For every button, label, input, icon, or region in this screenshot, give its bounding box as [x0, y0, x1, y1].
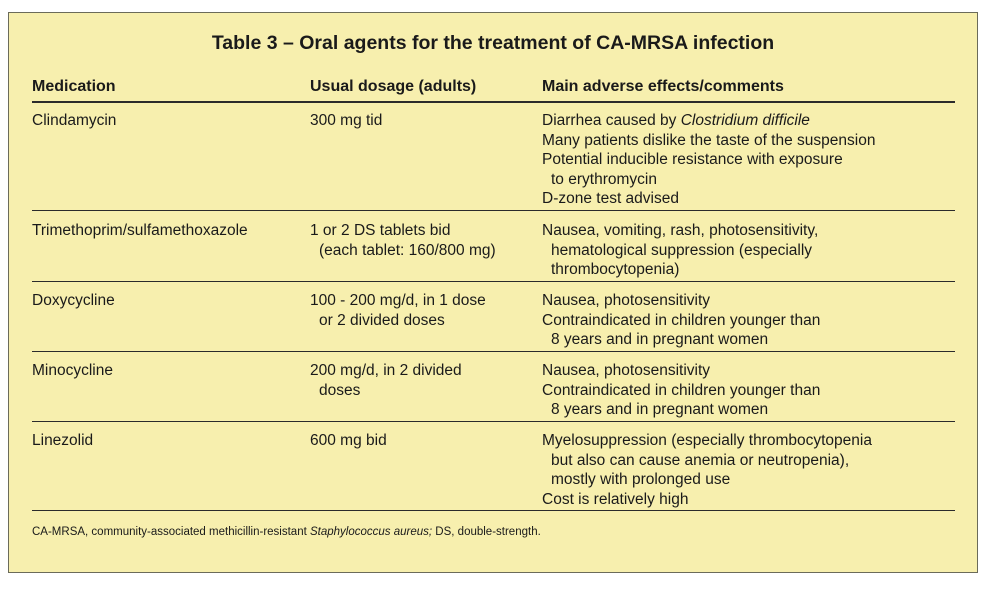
dosage-line: 100 - 200 mg/d, in 1 dose: [310, 292, 486, 309]
effects-line: to erythromycin: [551, 170, 657, 188]
effects-text: Diarrhea caused by: [542, 112, 681, 129]
header-effects: Main adverse effects/comments: [542, 78, 784, 95]
cell-dosage: 100 - 200 mg/d, in 1 dose or 2 divided do…: [310, 291, 486, 330]
effects-line: Contraindicated in children younger than: [542, 381, 821, 399]
footnote-species: Staphylococcus aureus;: [310, 526, 433, 538]
cell-effects: Nausea, photosensitivity Contraindicated …: [542, 291, 820, 350]
cell-medication: Doxycycline: [32, 292, 115, 309]
header-dosage: Usual dosage (adults): [310, 78, 477, 95]
dosage-line: (each tablet: 160/800 mg): [319, 241, 496, 259]
effects-line: Diarrhea caused by Clostridium difficile: [542, 111, 875, 131]
dosage-line: 200 mg/d, in 2 divided: [310, 362, 462, 379]
cell-medication: Clindamycin: [32, 112, 117, 129]
cell-medication: Minocycline: [32, 362, 113, 379]
cell-medication: Trimethoprim/sulfamethoxazole: [32, 222, 248, 239]
row-divider: [32, 210, 955, 211]
effects-line: Nausea, photosensitivity: [542, 292, 711, 309]
effects-line: hematological suppression (especially: [551, 241, 813, 259]
table-footnote: CA-MRSA, community-associated methicilli…: [32, 526, 541, 538]
row-divider: [32, 281, 955, 282]
cell-effects: Myelosuppression (especially thrombocyto…: [542, 431, 872, 509]
row-divider: [32, 421, 955, 422]
organism-name: Clostridium difficile: [680, 112, 810, 129]
header-medication: Medication: [32, 78, 116, 95]
cell-dosage: 200 mg/d, in 2 divided doses: [310, 361, 462, 400]
cell-effects: Diarrhea caused by Clostridium difficile…: [542, 111, 875, 209]
effects-line: Many patients dislike the taste of the s…: [542, 131, 876, 149]
effects-line: mostly with prolonged use: [551, 471, 731, 488]
cell-effects: Nausea, photosensitivity Contraindicated …: [542, 361, 820, 420]
effects-line: Nausea, photosensitivity: [542, 362, 711, 379]
table-title: Table 3 – Oral agents for the treatment …: [211, 32, 775, 54]
dosage-line: 1 or 2 DS tablets bid: [310, 222, 451, 239]
cell-dosage: 600 mg bid: [310, 431, 387, 451]
footnote-text-end: DS, double-strength.: [432, 526, 541, 538]
dosage-line: or 2 divided doses: [319, 311, 445, 329]
header-rule: [32, 101, 955, 103]
effects-line: 8 years and in pregnant women: [551, 401, 769, 418]
dosage-line: 300 mg tid: [310, 112, 383, 129]
effects-line: Myelosuppression (especially thrombocyto…: [542, 432, 872, 449]
cell-dosage: 1 or 2 DS tablets bid (each tablet: 160/8…: [310, 221, 496, 260]
dosage-line: doses: [319, 381, 361, 399]
row-divider: [32, 510, 955, 511]
effects-line: 8 years and in pregnant women: [551, 331, 769, 348]
footnote-text: CA-MRSA, community-associated methicilli…: [32, 526, 310, 538]
effects-line: Cost is relatively high: [542, 490, 689, 508]
cell-effects: Nausea, vomiting, rash, photosensitivity…: [542, 221, 818, 280]
cell-medication: Linezolid: [32, 432, 94, 449]
effects-line: but also can cause anemia or neutropenia…: [551, 451, 850, 469]
effects-line: D-zone test advised: [542, 190, 679, 207]
effects-line: Contraindicated in children younger than: [542, 311, 821, 329]
dosage-line: 600 mg bid: [310, 432, 387, 449]
cell-dosage: 300 mg tid: [310, 111, 382, 131]
row-divider: [32, 351, 955, 352]
effects-line: Potential inducible resistance with expo…: [542, 151, 843, 168]
effects-line: Nausea, vomiting, rash, photosensitivity…: [542, 222, 819, 239]
effects-line: thrombocytopenia): [551, 261, 680, 278]
table-panel: Table 3 – Oral agents for the treatment …: [8, 12, 978, 573]
